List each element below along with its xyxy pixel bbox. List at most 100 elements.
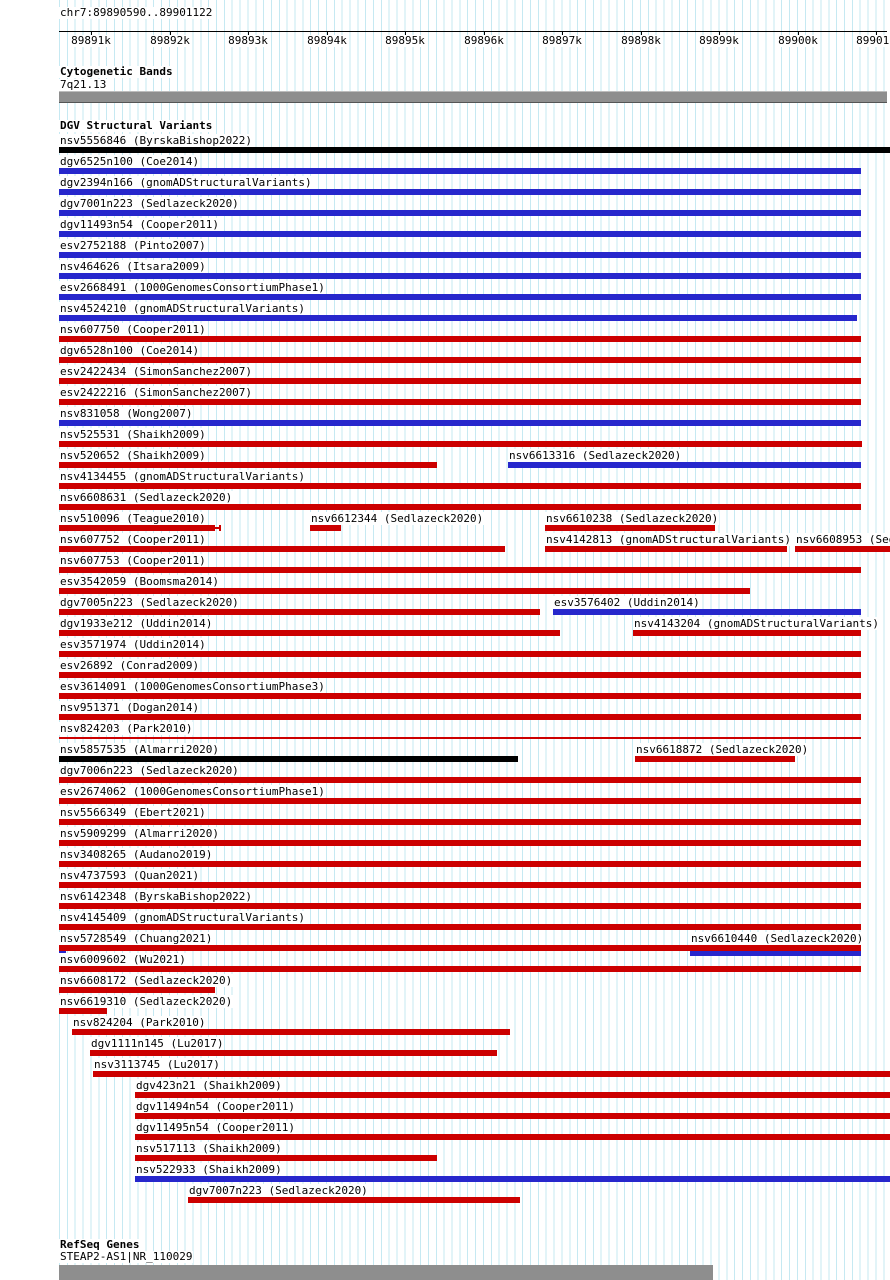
variant-label[interactable]: dgv1933e212 (Uddin2014): [59, 617, 214, 630]
variant-bar[interactable]: [59, 945, 861, 951]
variant-label[interactable]: nsv6610440 (Sedlazeck2020): [690, 932, 865, 945]
variant-label[interactable]: nsv4134455 (gnomADStructuralVariants): [59, 470, 307, 483]
variant-label[interactable]: nsv3408265 (Audano2019): [59, 848, 214, 861]
variant-label[interactable]: nsv824204 (Park2010): [72, 1016, 207, 1029]
variant-bar[interactable]: [90, 1050, 497, 1056]
variant-bar[interactable]: [59, 546, 505, 552]
variant-label[interactable]: nsv4524210 (gnomADStructuralVariants): [59, 302, 307, 315]
variant-bar[interactable]: [59, 756, 518, 762]
variant-label[interactable]: nsv5857535 (Almarri2020): [59, 743, 220, 756]
variant-bar[interactable]: [59, 924, 861, 930]
variant-bar[interactable]: [795, 546, 890, 552]
variant-bar[interactable]: [59, 966, 861, 972]
variant-bar[interactable]: [59, 567, 861, 573]
variant-bar[interactable]: [59, 630, 560, 636]
variant-label[interactable]: dgv11494n54 (Cooper2011): [135, 1100, 296, 1113]
variant-label[interactable]: nsv6619310 (Sedlazeck2020): [59, 995, 234, 1008]
variant-label[interactable]: nsv4142813 (gnomADStructuralVariants): [545, 533, 793, 546]
variant-label[interactable]: nsv824203 (Park2010): [59, 722, 194, 735]
variant-bar[interactable]: [59, 315, 857, 321]
variant-label[interactable]: dgv423n21 (Shaikh2009): [135, 1079, 283, 1092]
variant-label[interactable]: nsv6142348 (ByrskaBishop2022): [59, 890, 254, 903]
variant-label[interactable]: nsv6608631 (Sedlazeck2020): [59, 491, 234, 504]
variant-label[interactable]: dgv7005n223 (Sedlazeck2020): [59, 596, 240, 609]
variant-label[interactable]: esv3542059 (Boomsma2014): [59, 575, 220, 588]
variant-label[interactable]: esv2674062 (1000GenomesConsortiumPhase1): [59, 785, 326, 798]
variant-bar[interactable]: [59, 777, 861, 783]
variant-label[interactable]: nsv607752 (Cooper2011): [59, 533, 207, 546]
variant-bar[interactable]: [59, 441, 862, 447]
variant-bar[interactable]: [59, 819, 861, 825]
variant-bar[interactable]: [59, 714, 861, 720]
variant-bar[interactable]: [59, 525, 215, 531]
variant-label[interactable]: nsv6608172 (Sedlazeck2020): [59, 974, 234, 987]
variant-label[interactable]: esv3576402 (Uddin2014): [553, 596, 701, 609]
variant-label[interactable]: esv2668491 (1000GenomesConsortiumPhase1): [59, 281, 326, 294]
variant-bar[interactable]: [59, 1008, 107, 1014]
variant-bar[interactable]: [59, 357, 861, 363]
variant-label[interactable]: esv3571974 (Uddin2014): [59, 638, 207, 651]
variant-label[interactable]: nsv464626 (Itsara2009): [59, 260, 207, 273]
variant-bar[interactable]: [59, 147, 890, 153]
variant-bar[interactable]: [59, 420, 861, 426]
variant-label[interactable]: esv2752188 (Pinto2007): [59, 239, 207, 252]
variant-bar[interactable]: [59, 798, 861, 804]
variant-label[interactable]: nsv6610238 (Sedlazeck2020): [545, 512, 720, 525]
variant-label[interactable]: nsv6613316 (Sedlazeck2020): [508, 449, 683, 462]
variant-label[interactable]: nsv6608953 (Sedlazeck2020): [795, 533, 890, 546]
variant-label[interactable]: nsv4143204 (gnomADStructuralVariants): [633, 617, 881, 630]
variant-label[interactable]: nsv525531 (Shaikh2009): [59, 428, 207, 441]
variant-label[interactable]: dgv11493n54 (Cooper2011): [59, 218, 220, 231]
refseq-gene-label[interactable]: STEAP2-AS1|NR_110029: [59, 1250, 194, 1263]
variant-label[interactable]: nsv607750 (Cooper2011): [59, 323, 207, 336]
variant-bar[interactable]: [59, 336, 861, 342]
variant-label[interactable]: nsv4737593 (Quan2021): [59, 869, 201, 882]
variant-bar[interactable]: [135, 1176, 890, 1182]
variant-label[interactable]: nsv6009602 (Wu2021): [59, 953, 187, 966]
variant-label[interactable]: nsv522933 (Shaikh2009): [135, 1163, 283, 1176]
variant-label[interactable]: esv3614091 (1000GenomesConsortiumPhase3): [59, 680, 326, 693]
variant-bar[interactable]: [135, 1113, 890, 1119]
variant-bar[interactable]: [59, 378, 861, 384]
variant-bar[interactable]: [59, 231, 861, 237]
variant-bar[interactable]: [59, 252, 861, 258]
variant-bar[interactable]: [59, 903, 861, 909]
variant-bar[interactable]: [135, 1134, 890, 1140]
variant-bar[interactable]: [59, 840, 861, 846]
variant-label[interactable]: nsv6612344 (Sedlazeck2020): [310, 512, 485, 525]
variant-bar[interactable]: [545, 525, 715, 531]
variant-bar[interactable]: [135, 1155, 437, 1161]
variant-label[interactable]: esv2422216 (SimonSanchez2007): [59, 386, 254, 399]
variant-label[interactable]: dgv2394n166 (gnomADStructuralVariants): [59, 176, 313, 189]
variant-bar[interactable]: [59, 861, 861, 867]
variant-label[interactable]: nsv517113 (Shaikh2009): [135, 1142, 283, 1155]
variant-bar[interactable]: [59, 609, 540, 615]
variant-label[interactable]: nsv510096 (Teague2010): [59, 512, 207, 525]
variant-bar[interactable]: [219, 525, 221, 531]
variant-label[interactable]: nsv5909299 (Almarri2020): [59, 827, 220, 840]
variant-bar[interactable]: [59, 693, 861, 699]
variant-label[interactable]: nsv5556846 (ByrskaBishop2022): [59, 134, 254, 147]
variant-label[interactable]: nsv607753 (Cooper2011): [59, 554, 207, 567]
variant-bar[interactable]: [310, 525, 341, 531]
variant-bar[interactable]: [59, 210, 861, 216]
variant-label[interactable]: dgv7001n223 (Sedlazeck2020): [59, 197, 240, 210]
variant-bar[interactable]: [59, 483, 861, 489]
variant-label[interactable]: nsv520652 (Shaikh2009): [59, 449, 207, 462]
variant-label[interactable]: nsv4145409 (gnomADStructuralVariants): [59, 911, 307, 924]
variant-bar[interactable]: [59, 882, 861, 888]
variant-label[interactable]: dgv6525n100 (Coe2014): [59, 155, 201, 168]
variant-bar[interactable]: [59, 399, 861, 405]
variant-bar[interactable]: [633, 630, 861, 636]
variant-bar[interactable]: [135, 1092, 890, 1098]
variant-bar[interactable]: [545, 546, 787, 552]
variant-bar[interactable]: [59, 651, 861, 657]
variant-label[interactable]: nsv3113745 (Lu2017): [93, 1058, 221, 1071]
variant-label[interactable]: dgv7006n223 (Sedlazeck2020): [59, 764, 240, 777]
variant-bar[interactable]: [59, 189, 861, 195]
variant-bar[interactable]: [59, 294, 861, 300]
variant-label[interactable]: nsv6618872 (Sedlazeck2020): [635, 743, 810, 756]
variant-bar[interactable]: [635, 756, 795, 762]
variant-label[interactable]: nsv831058 (Wong2007): [59, 407, 194, 420]
refseq-gene-bar[interactable]: [59, 1265, 713, 1280]
